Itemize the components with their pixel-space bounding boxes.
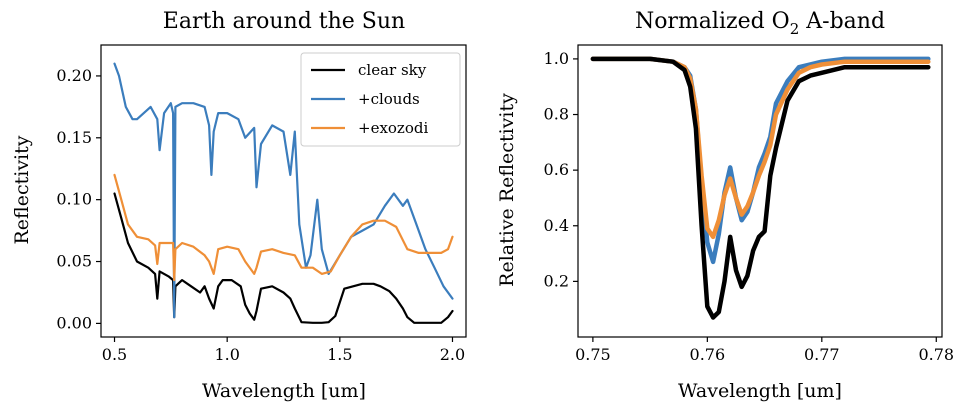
series-line-2 [590,56,931,320]
y-tick-label: 0.2 [544,271,569,290]
y-tick-label: 0.15 [56,128,92,147]
y-tick-label: 0.20 [56,66,92,85]
legend-label: clear sky [358,61,427,79]
y-tick-label: 0.6 [544,160,569,179]
y-tick-label: 0.10 [56,190,92,209]
series-line-1 [113,62,454,319]
series-line-2 [113,173,454,282]
y-axis-label: Relative Reflectivity [496,93,518,287]
y-tick-label: 0.05 [56,252,92,271]
x-tick-label: 0.5 [102,345,127,364]
x-tick-label: 0.77 [804,345,840,364]
x-tick-label: 0.78 [918,345,954,364]
y-tick-label: 0.4 [544,216,569,235]
y-tick-label: 0.00 [56,313,92,332]
series-line-1 [590,56,931,240]
chart-title: Normalized O2 A-band [635,9,885,38]
series-line-0 [113,192,454,324]
x-tick-label: 1.5 [327,345,352,364]
y-axis-label: Reflectivity [11,135,33,244]
chart-earth-reflectivity: Earth around the Sun 0.5 1.0 1.5 2.0 0.00 0.0… [11,9,467,402]
x-tick-label: 0.75 [575,345,611,364]
x-axis-label: Wavelength [um] [202,380,366,402]
x-axis-label: Wavelength [um] [678,380,842,402]
y-tick-label: 0.8 [544,105,569,124]
chart-o2-aband: Normalized O2 A-band 0.75 0.76 0.77 0.78 0.2… [496,9,954,402]
x-tick-label: 2.0 [440,345,465,364]
chart-title: Earth around the Sun [163,9,405,34]
y-tick-label: 1.0 [544,49,569,68]
x-tick-label: 1.0 [214,345,239,364]
plot-frame [577,44,943,338]
legend: clear sky +clouds +exozodi [300,52,461,147]
legend-label: +clouds [358,90,420,108]
x-tick-label: 0.76 [690,345,726,364]
plot-frame [100,44,467,338]
legend-label: +exozodi [358,119,428,137]
series-line-0 [590,56,931,265]
